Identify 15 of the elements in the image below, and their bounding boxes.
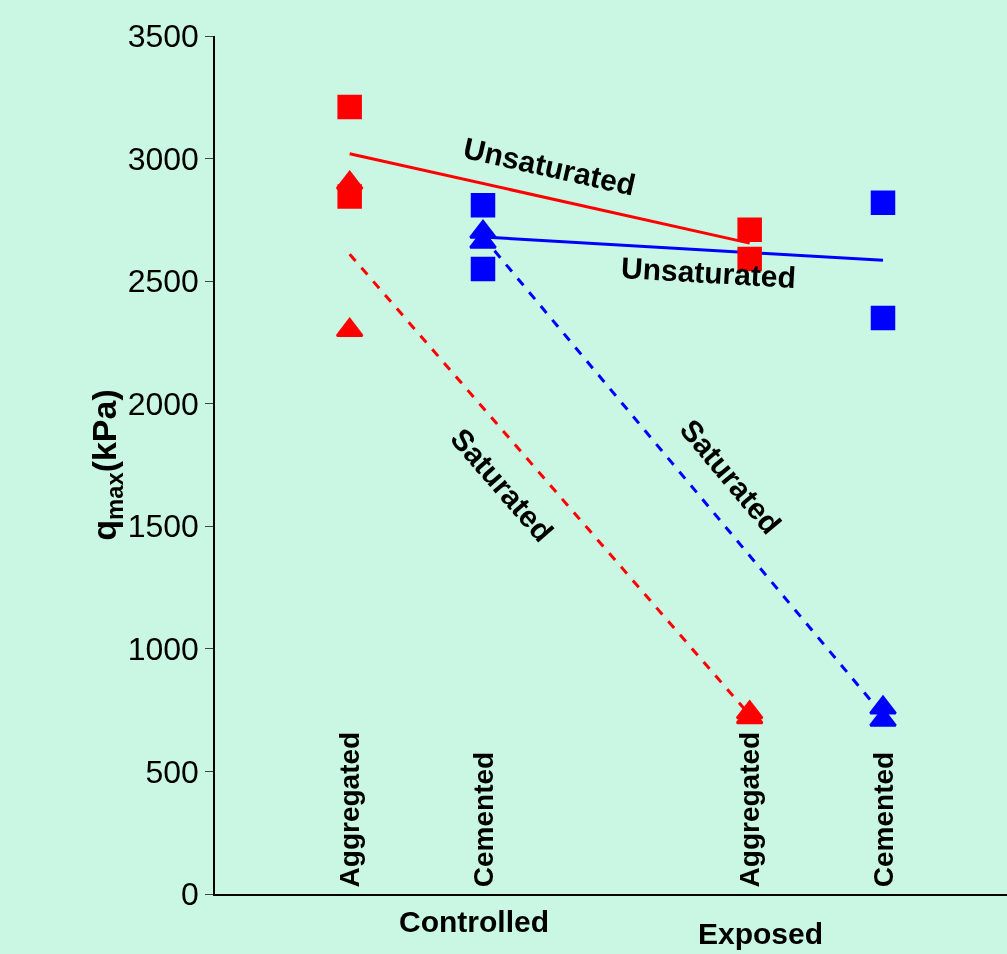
y-tick-label: 0 — [181, 876, 199, 913]
y-tick-label: 2000 — [127, 385, 199, 422]
y-tick-label: 500 — [145, 753, 199, 790]
y-tick-label: 1000 — [127, 631, 199, 668]
text: Controlled — [399, 905, 549, 938]
series-label: Unsaturated — [620, 250, 797, 295]
x-tick-label: Aggregated — [733, 731, 765, 888]
text: Exposed — [698, 917, 824, 950]
x-tick-label: Aggregated — [333, 731, 365, 888]
y-tick-label: 3000 — [127, 140, 199, 177]
x-tick-label: Cemented — [467, 751, 499, 888]
y-tick-label: 2500 — [127, 263, 199, 300]
y-tick-label: 3500 — [127, 18, 199, 55]
y-tick-label: 1500 — [127, 508, 199, 545]
x-tick-label: Cemented — [867, 751, 899, 888]
